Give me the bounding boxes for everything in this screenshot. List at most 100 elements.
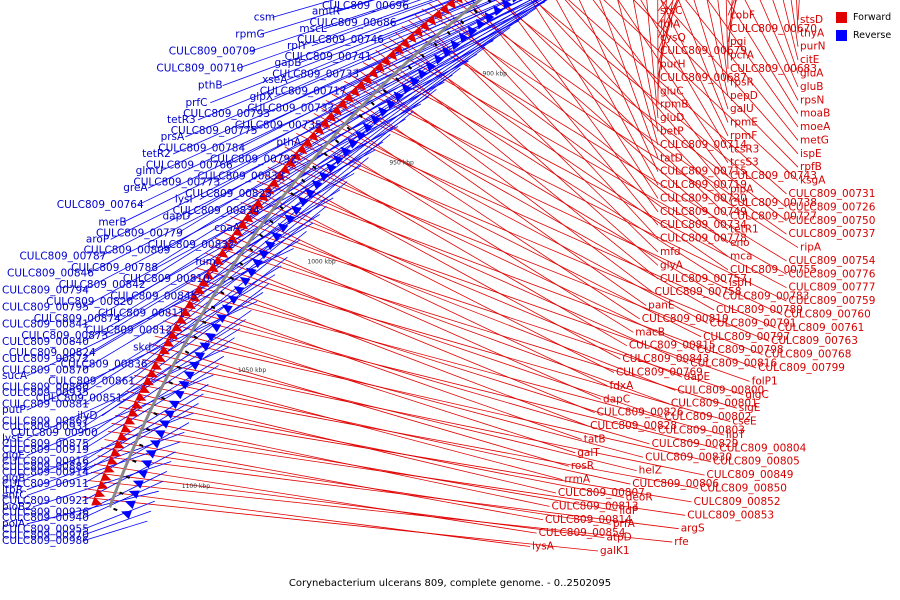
- reverse-gene-label[interactable]: CULC809_00820: [46, 296, 133, 308]
- forward-gene-label[interactable]: CULC809_00734: [660, 219, 747, 231]
- forward-gene-label[interactable]: tcsR3: [730, 143, 759, 155]
- reverse-gene-label[interactable]: CULC809_00940: [2, 512, 89, 524]
- reverse-gene-label[interactable]: lysE: [2, 433, 23, 445]
- forward-gene-label[interactable]: thyA: [800, 27, 825, 39]
- reverse-gene-label[interactable]: CULC809_00775: [171, 125, 258, 137]
- forward-gene-label[interactable]: mfd: [660, 246, 681, 258]
- forward-gene-label[interactable]: folP1: [752, 375, 778, 387]
- reverse-gene-label[interactable]: tetR3: [167, 114, 196, 126]
- reverse-gene-label[interactable]: CULC809_00832: [148, 239, 235, 251]
- forward-gene-label[interactable]: tcsS3: [730, 157, 759, 169]
- forward-gene-label[interactable]: ispE: [800, 148, 822, 160]
- forward-gene-label[interactable]: rpfB: [800, 161, 822, 173]
- reverse-gene-label[interactable]: CULC809_00794: [2, 285, 89, 297]
- forward-gene-label[interactable]: CULC809_00687: [660, 72, 747, 84]
- reverse-gene-label[interactable]: pthA: [276, 137, 301, 149]
- reverse-gene-label[interactable]: CULC809_00787: [19, 250, 106, 262]
- reverse-gene-label[interactable]: CULC809_00792: [210, 154, 297, 166]
- forward-gene-label[interactable]: lysA: [532, 541, 555, 553]
- forward-gene-label[interactable]: CULC809_00731: [789, 188, 876, 200]
- forward-gene-label[interactable]: macB: [635, 326, 665, 338]
- reverse-gene-label[interactable]: CULC809_00741: [285, 51, 372, 63]
- forward-gene-label[interactable]: CULC809_00754: [789, 255, 876, 267]
- forward-gene-label[interactable]: gluD: [660, 112, 684, 124]
- reverse-gene-label[interactable]: glgB: [2, 472, 25, 484]
- forward-gene-label[interactable]: CULC809_00679: [660, 45, 747, 57]
- forward-gene-label[interactable]: galT: [577, 447, 600, 459]
- forward-gene-label[interactable]: ksgA: [800, 175, 826, 187]
- forward-gene-label[interactable]: CULC809_00737: [789, 228, 876, 240]
- reverse-gene-label[interactable]: CULC809_00841: [2, 319, 89, 331]
- forward-gene-label[interactable]: helZ: [639, 465, 662, 477]
- reverse-gene-label[interactable]: ltbR: [2, 484, 23, 496]
- forward-gene-label[interactable]: CULC809_00804: [719, 442, 806, 454]
- forward-gene-label[interactable]: CULC809_00755: [730, 264, 817, 276]
- reverse-gene-label[interactable]: CULC809_00914: [2, 467, 89, 479]
- forward-gene-label[interactable]: CULC809_00670: [730, 23, 817, 35]
- reverse-gene-label[interactable]: CULC809_00833: [198, 171, 285, 183]
- forward-gene-label[interactable]: betP: [660, 125, 684, 137]
- reverse-gene-label[interactable]: entC: [2, 489, 27, 501]
- reverse-gene-label[interactable]: CULC809_00795: [2, 302, 89, 314]
- reverse-gene-label[interactable]: gapB: [275, 57, 302, 69]
- forward-gene-label[interactable]: CULC809_00813: [551, 500, 638, 512]
- forward-gene-label[interactable]: mca: [730, 250, 752, 262]
- reverse-gene-label[interactable]: aroP: [86, 233, 109, 245]
- reverse-gene-label[interactable]: coaA: [214, 222, 241, 234]
- forward-gene-label[interactable]: glyA: [660, 259, 684, 271]
- forward-gene-label[interactable]: folA: [660, 18, 681, 30]
- forward-gene-label[interactable]: metG: [800, 134, 829, 146]
- reverse-gene-label[interactable]: dapD: [162, 211, 190, 223]
- reverse-gene-label[interactable]: CULC809_00931: [2, 421, 89, 433]
- reverse-gene-label[interactable]: CULC809_00812: [86, 324, 173, 336]
- reverse-gene-label[interactable]: lysI: [175, 194, 193, 206]
- forward-gene-label[interactable]: CULC809_00761: [777, 322, 864, 334]
- forward-gene-label[interactable]: CULC809_00749: [660, 206, 747, 218]
- forward-gene-label[interactable]: ripA: [800, 242, 822, 254]
- reverse-gene-label[interactable]: CULC809_00970: [2, 529, 89, 541]
- forward-gene-label[interactable]: CULC809_00801: [671, 398, 758, 410]
- forward-gene-label[interactable]: eno: [730, 237, 750, 249]
- reverse-gene-label[interactable]: CULC809_00840: [2, 336, 89, 348]
- forward-gene-label[interactable]: CULC809_00854: [539, 527, 626, 539]
- reverse-gene-label[interactable]: CULC809_00882: [2, 461, 89, 473]
- forward-gene-label[interactable]: pgi: [730, 36, 746, 48]
- forward-gene-label[interactable]: CULC809_00759: [789, 295, 876, 307]
- forward-gene-label[interactable]: tatB: [584, 433, 606, 445]
- forward-gene-label[interactable]: CULC809_00760: [784, 308, 871, 320]
- forward-gene-label[interactable]: rpmF: [730, 130, 757, 142]
- reverse-gene-label[interactable]: CULC809_00764: [57, 199, 144, 211]
- reverse-gene-label[interactable]: CULC809_00836: [61, 359, 148, 371]
- reverse-gene-label[interactable]: CULC809_00842: [59, 279, 146, 291]
- forward-gene-label[interactable]: CULC809_00802: [664, 411, 751, 423]
- forward-gene-label[interactable]: CULC809_00807: [558, 487, 645, 499]
- forward-gene-label[interactable]: pepD: [730, 90, 758, 102]
- reverse-gene-label[interactable]: prsA: [161, 131, 185, 143]
- forward-gene-label[interactable]: purH: [660, 59, 686, 71]
- forward-gene-label[interactable]: atpD: [606, 532, 631, 544]
- forward-gene-label[interactable]: CULC809_00803: [658, 425, 745, 437]
- forward-gene-label[interactable]: pcrA: [730, 50, 755, 62]
- reverse-gene-label[interactable]: CULC809_00823: [185, 188, 272, 200]
- forward-gene-label[interactable]: purN: [800, 41, 826, 53]
- reverse-gene-label[interactable]: glpX: [250, 91, 273, 103]
- reverse-gene-label[interactable]: ilvD: [77, 410, 97, 422]
- reverse-gene-label[interactable]: CULC809_00986: [2, 535, 89, 547]
- reverse-gene-label[interactable]: CULC809_00788: [71, 262, 158, 274]
- reverse-gene-label[interactable]: pthB: [198, 80, 223, 92]
- forward-gene-label[interactable]: panE: [648, 300, 674, 312]
- reverse-gene-label[interactable]: CULC809_00779: [96, 228, 183, 240]
- forward-gene-label[interactable]: rpmB: [660, 99, 688, 111]
- reverse-gene-label[interactable]: fum: [195, 256, 216, 268]
- forward-gene-label[interactable]: rfe: [674, 536, 688, 548]
- forward-gene-label[interactable]: dapC: [603, 393, 630, 405]
- forward-gene-label[interactable]: gluC: [660, 85, 684, 97]
- forward-gene-label[interactable]: ispH: [729, 277, 752, 289]
- reverse-gene-label[interactable]: CULC809_00911: [2, 478, 89, 490]
- reverse-gene-label[interactable]: CULC809_00732: [247, 102, 334, 114]
- forward-gene-label[interactable]: CULC809_00715: [660, 166, 747, 178]
- forward-gene-label[interactable]: CULC809_00743: [730, 170, 817, 182]
- forward-gene-label[interactable]: CULC809_00828: [590, 420, 677, 432]
- forward-gene-label[interactable]: CULC809_00799: [758, 362, 845, 374]
- reverse-gene-label[interactable]: CULC809_00874: [34, 313, 121, 325]
